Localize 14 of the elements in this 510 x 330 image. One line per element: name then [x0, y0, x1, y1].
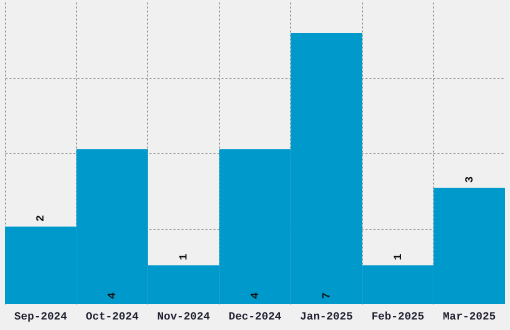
data-label: 1: [178, 253, 191, 260]
data-label: 3: [464, 176, 476, 183]
x-tick-label: Jan-2025: [300, 312, 354, 324]
data-label: 4: [250, 292, 262, 299]
x-tick-label: Dec-2024: [228, 312, 282, 324]
x-tick-label: Oct-2024: [86, 312, 139, 324]
data-label: 1: [392, 253, 405, 260]
x-tick-label: Nov-2024: [157, 312, 210, 324]
x-tick-label: Feb-2025: [371, 312, 425, 324]
x-tick-label: Mar-2025: [442, 312, 496, 324]
x-tick-label: Sep-2024: [14, 312, 68, 324]
data-label: 7: [321, 292, 334, 299]
data-label: 2: [36, 214, 48, 222]
data-label: 4: [107, 292, 120, 299]
